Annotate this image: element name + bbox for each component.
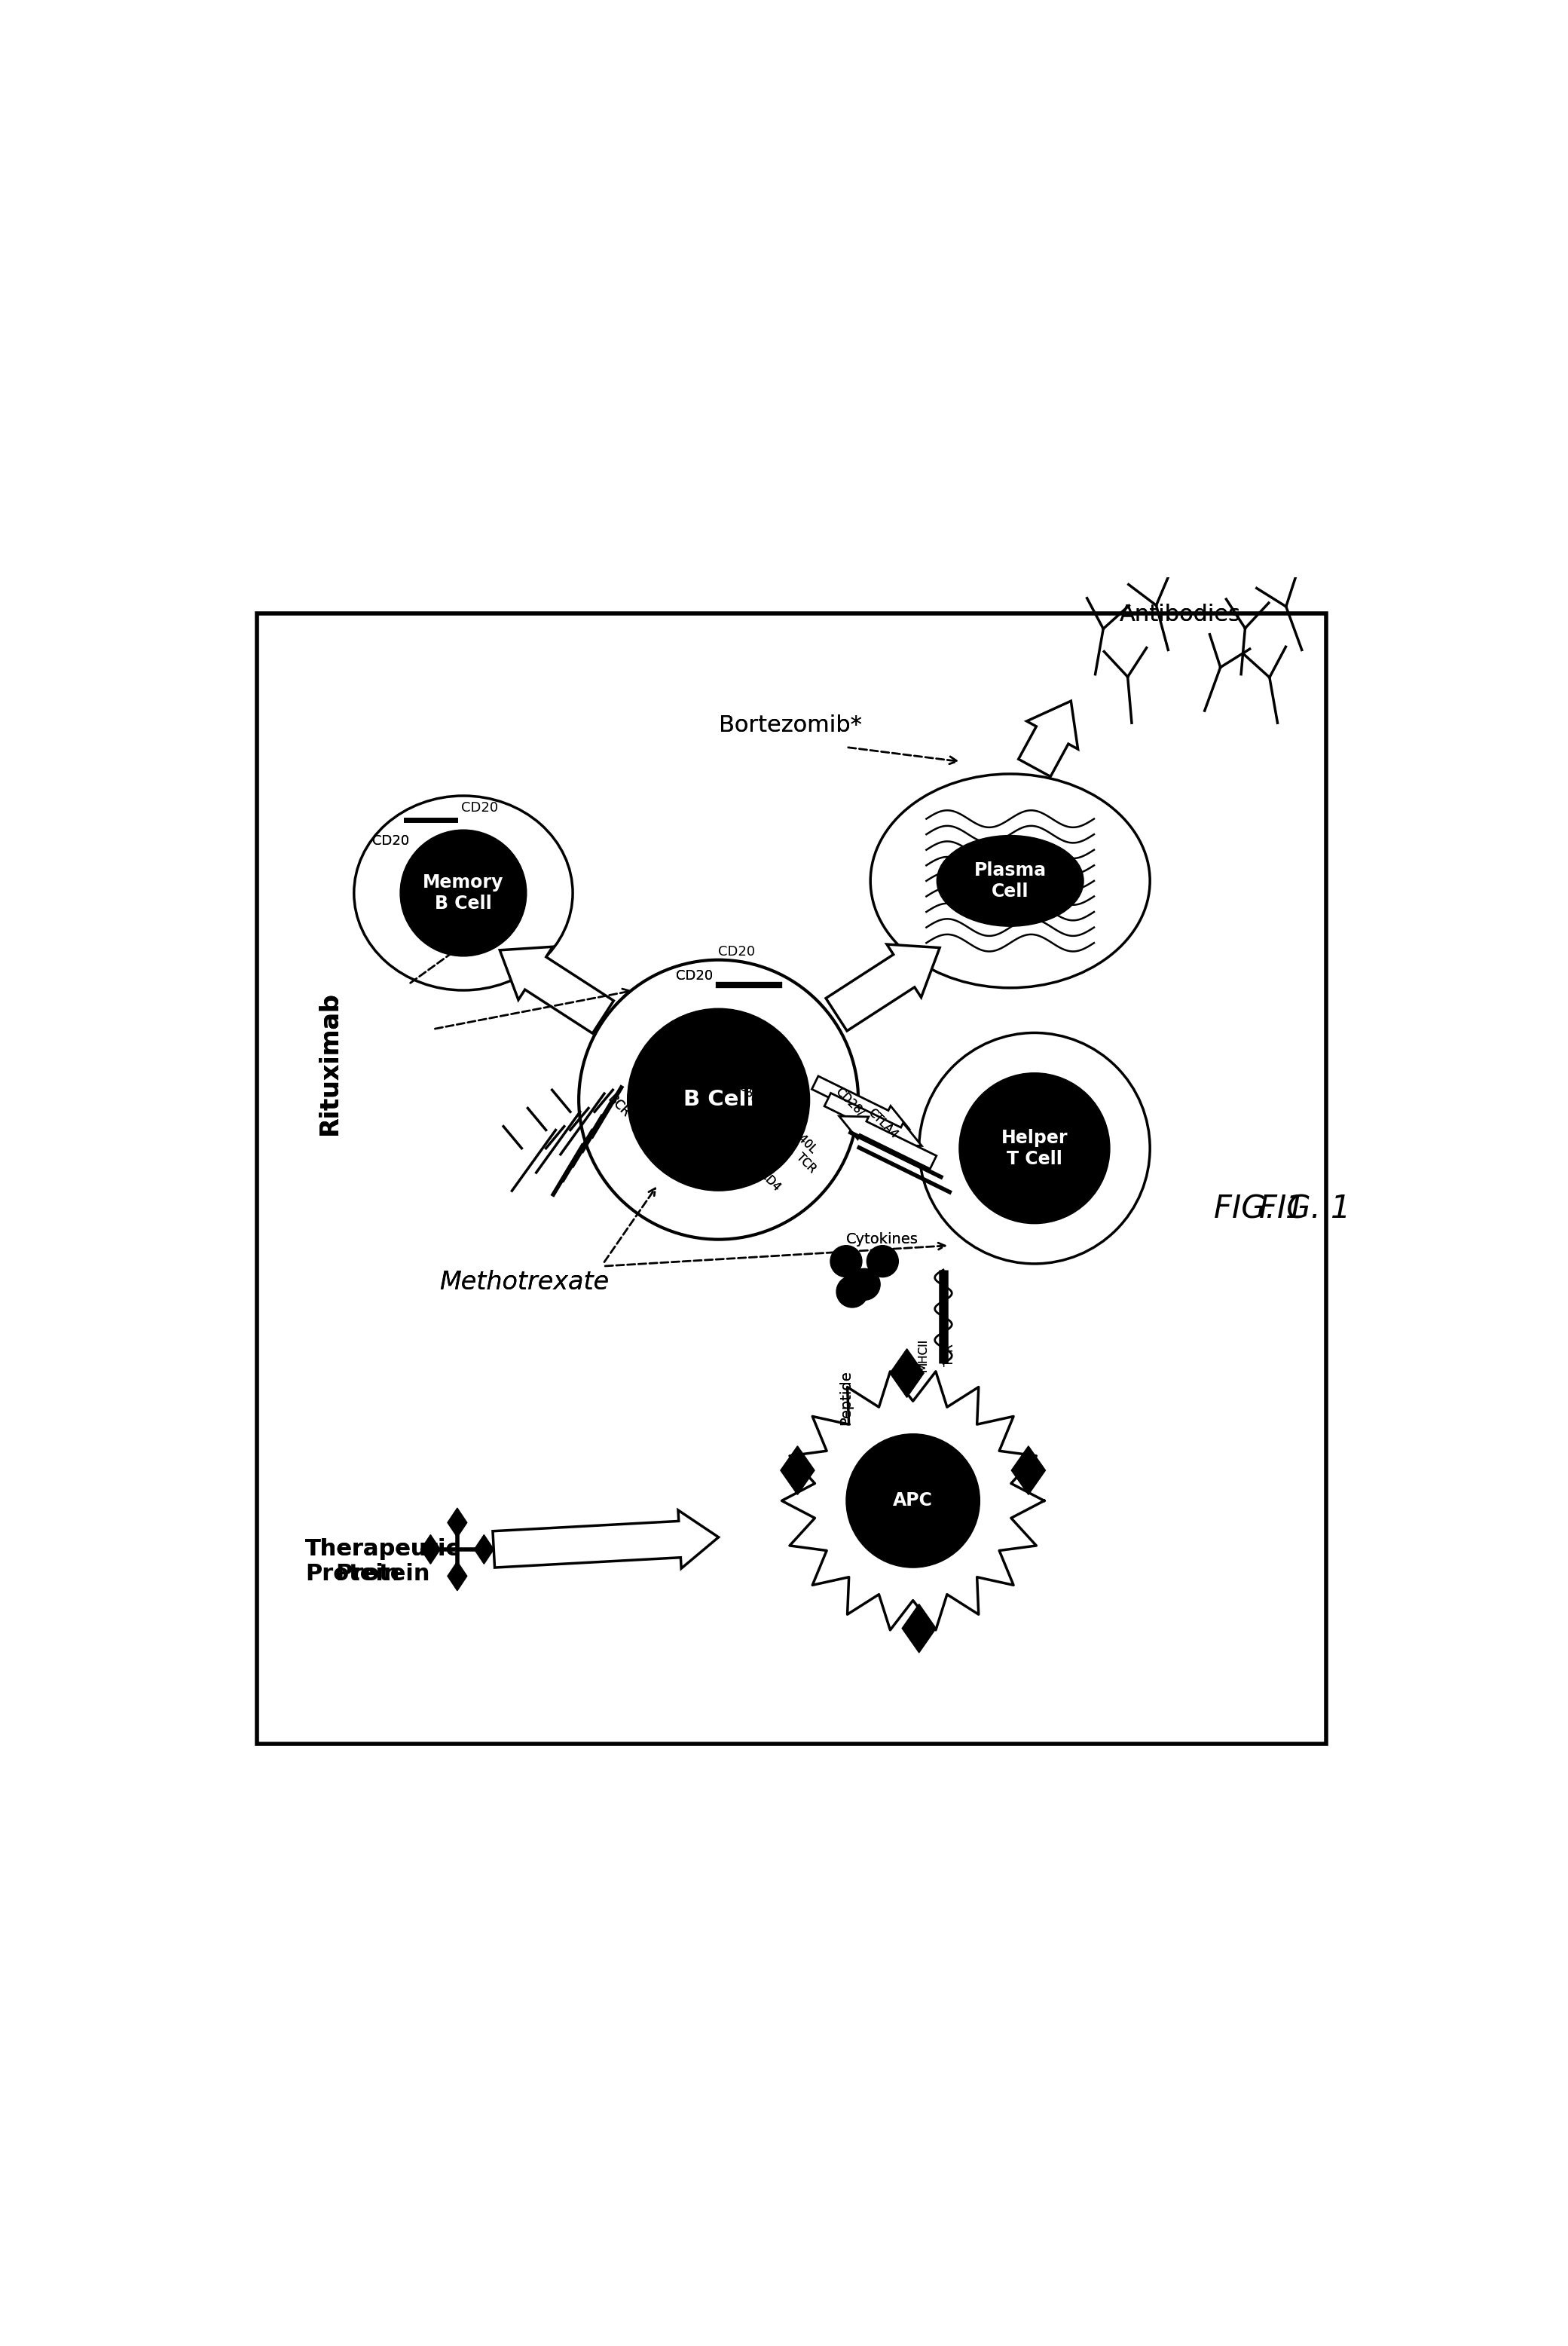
Text: CD20: CD20 (676, 969, 713, 983)
Text: Bortezomib*: Bortezomib* (718, 716, 861, 737)
Text: CD4: CD4 (757, 1168, 782, 1194)
Text: MHCII: MHCII (660, 1110, 691, 1143)
Polygon shape (474, 1534, 494, 1565)
Text: Peptide: Peptide (839, 1370, 853, 1424)
Circle shape (836, 1276, 869, 1307)
Text: CD80/86: CD80/86 (731, 1074, 775, 1119)
Text: Methotrexate: Methotrexate (439, 1269, 608, 1295)
Text: Antibodies: Antibodies (1120, 603, 1240, 626)
Text: Bortezomib*: Bortezomib* (718, 716, 861, 737)
Text: Cytokines: Cytokines (847, 1232, 919, 1246)
FancyArrow shape (812, 1077, 909, 1128)
FancyArrow shape (825, 1093, 922, 1145)
Text: MHCII: MHCII (917, 1337, 928, 1372)
Text: TCR: TCR (793, 1152, 818, 1175)
Text: CTLA4: CTLA4 (866, 1107, 900, 1140)
Text: Therapeutic
Protein: Therapeutic Protein (306, 1539, 461, 1586)
Circle shape (400, 830, 527, 957)
Text: CD40: CD40 (721, 1121, 751, 1152)
Text: TCR: TCR (944, 1344, 955, 1365)
Text: CD20: CD20 (372, 833, 409, 847)
Text: Plasma
Cell: Plasma Cell (974, 861, 1046, 901)
Text: Therapeutic
Protein: Therapeutic Protein (306, 1539, 461, 1586)
Text: MHCII: MHCII (917, 1337, 928, 1372)
Text: CD40: CD40 (721, 1121, 751, 1152)
Text: Peptide: Peptide (839, 1370, 853, 1424)
Text: Memory
B Cell: Memory B Cell (423, 873, 503, 913)
Polygon shape (781, 1445, 814, 1494)
Ellipse shape (579, 960, 858, 1239)
Text: CD28/: CD28/ (833, 1086, 866, 1119)
FancyArrow shape (826, 945, 939, 1030)
Text: Cytokines: Cytokines (847, 1232, 919, 1246)
Polygon shape (420, 1534, 441, 1565)
Polygon shape (447, 1508, 467, 1537)
Bar (257, 615, 1327, 1743)
Text: Methotrexate: Methotrexate (439, 1269, 608, 1295)
Ellipse shape (919, 1032, 1149, 1264)
Circle shape (960, 1072, 1110, 1225)
Text: Helper
T Cell: Helper T Cell (1000, 1128, 1068, 1168)
Polygon shape (782, 1372, 1044, 1630)
Text: CD4: CD4 (757, 1168, 782, 1194)
Text: BCR: BCR (605, 1091, 633, 1119)
Ellipse shape (354, 795, 572, 990)
Text: CD20: CD20 (718, 945, 756, 957)
FancyArrow shape (500, 948, 613, 1032)
Polygon shape (902, 1605, 936, 1652)
Circle shape (627, 1009, 809, 1192)
Ellipse shape (936, 835, 1083, 927)
Text: CD40L: CD40L (784, 1121, 818, 1157)
Text: MHCII: MHCII (660, 1110, 691, 1143)
Text: FIG. 1: FIG. 1 (1259, 1194, 1352, 1225)
Text: CD20: CD20 (461, 802, 499, 814)
Text: Rituximab: Rituximab (317, 992, 342, 1135)
Text: Antibodies: Antibodies (1120, 603, 1240, 626)
FancyArrow shape (839, 1117, 936, 1168)
Text: CD20: CD20 (372, 833, 409, 847)
Text: CTLA4: CTLA4 (866, 1107, 900, 1140)
Polygon shape (447, 1562, 467, 1591)
Ellipse shape (870, 774, 1149, 988)
Text: TCR: TCR (944, 1344, 955, 1365)
Text: FIG. 1: FIG. 1 (1214, 1194, 1305, 1225)
Text: APC: APC (894, 1492, 933, 1511)
Circle shape (831, 1246, 862, 1276)
Polygon shape (891, 1349, 924, 1398)
FancyArrow shape (1019, 701, 1077, 777)
Text: Rituximab: Rituximab (317, 992, 342, 1135)
FancyArrow shape (492, 1511, 718, 1569)
Text: BCR: BCR (605, 1091, 633, 1119)
Text: CD28/: CD28/ (833, 1086, 866, 1119)
Text: CD20: CD20 (676, 969, 713, 983)
Circle shape (848, 1269, 880, 1300)
Text: CD40L: CD40L (784, 1121, 818, 1157)
Text: B Cell: B Cell (684, 1089, 754, 1110)
Text: CD80/86: CD80/86 (731, 1074, 775, 1119)
Circle shape (867, 1246, 898, 1276)
Text: TCR: TCR (793, 1152, 818, 1175)
Circle shape (847, 1433, 980, 1567)
Polygon shape (1011, 1445, 1046, 1494)
